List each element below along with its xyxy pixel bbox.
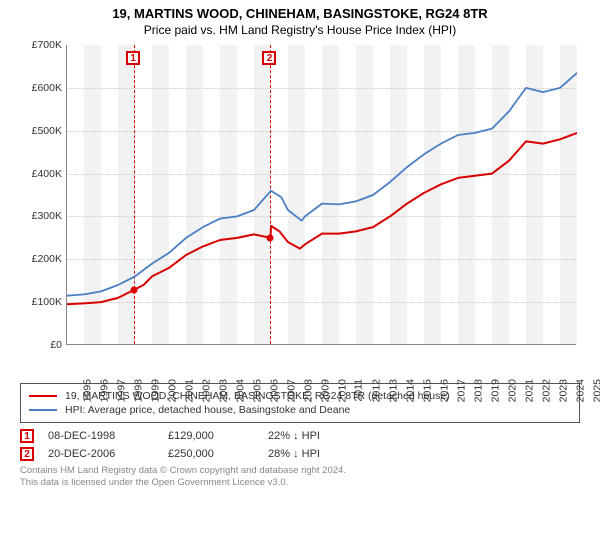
x-tick-label: 2003 [217, 379, 229, 402]
series-line-hpi [67, 73, 577, 296]
x-tick-label: 2022 [540, 379, 552, 402]
x-tick-label: 2019 [489, 379, 501, 402]
legend-label: HPI: Average price, detached house, Basi… [65, 404, 350, 416]
x-tick-label: 2018 [472, 379, 484, 402]
x-tick-label: 2004 [234, 379, 246, 402]
y-tick-label: £0 [20, 339, 62, 351]
x-tick-label: 2000 [166, 379, 178, 402]
x-tick-label: 2010 [336, 379, 348, 402]
event-table: 1 08-DEC-1998£129,00022% ↓ HPI 2 20-DEC-200… [20, 429, 580, 461]
y-tick-label: £700K [20, 39, 62, 51]
x-tick-label: 2008 [302, 379, 314, 402]
x-axis-labels: 1995199619971998199920002001200220032004… [66, 349, 576, 377]
x-tick-label: 2007 [285, 379, 297, 402]
y-tick-label: £300K [20, 210, 62, 222]
x-tick-label: 2002 [200, 379, 212, 402]
x-tick-label: 1995 [81, 379, 93, 402]
x-tick-label: 2017 [455, 379, 467, 402]
event-dot [131, 286, 138, 293]
legend-row: HPI: Average price, detached house, Basi… [29, 404, 571, 416]
event-price: £250,000 [168, 448, 268, 460]
event-dot [267, 234, 274, 241]
x-tick-label: 2012 [370, 379, 382, 402]
footer-attribution: Contains HM Land Registry data © Crown c… [20, 465, 580, 490]
title-address: 19, MARTINS WOOD, CHINEHAM, BASINGSTOKE,… [10, 6, 590, 21]
x-tick-label: 2023 [557, 379, 569, 402]
plot-region: 12 [66, 45, 576, 345]
x-tick-label: 2005 [251, 379, 263, 402]
x-tick-label: 1997 [115, 379, 127, 402]
x-tick-label: 2016 [438, 379, 450, 402]
series-svg [67, 45, 577, 345]
title-block: 19, MARTINS WOOD, CHINEHAM, BASINGSTOKE,… [10, 6, 590, 37]
x-tick-label: 1999 [149, 379, 161, 402]
event-marker-icon: 1 [20, 429, 34, 443]
footer-line2: This data is licensed under the Open Gov… [20, 477, 580, 489]
x-tick-label: 2001 [183, 379, 195, 402]
y-tick-label: £400K [20, 168, 62, 180]
event-row: 2 20-DEC-2006£250,00028% ↓ HPI [20, 447, 580, 461]
event-date: 20-DEC-2006 [48, 448, 168, 460]
x-tick-label: 2013 [387, 379, 399, 402]
x-tick-label: 2006 [268, 379, 280, 402]
title-subtitle: Price paid vs. HM Land Registry's House … [10, 23, 590, 37]
event-marker-icon: 2 [20, 447, 34, 461]
x-tick-label: 2009 [319, 379, 331, 402]
x-tick-label: 1996 [98, 379, 110, 402]
legend-swatch [29, 395, 57, 397]
series-line-property [67, 133, 577, 304]
event-date: 08-DEC-1998 [48, 430, 168, 442]
event-change: 22% ↓ HPI [268, 430, 388, 442]
footer-line1: Contains HM Land Registry data © Crown c… [20, 465, 580, 477]
y-tick-label: £600K [20, 82, 62, 94]
chart-area: 12 £0 £100K £200K £300K £400K £500K £600K £700K… [20, 41, 580, 377]
y-tick-label: £200K [20, 253, 62, 265]
chart-container: 19, MARTINS WOOD, CHINEHAM, BASINGSTOKE,… [0, 0, 600, 560]
x-tick-label: 2021 [523, 379, 535, 402]
x-tick-label: 2024 [574, 379, 586, 402]
y-tick-label: £100K [20, 296, 62, 308]
legend-swatch [29, 409, 57, 411]
x-tick-label: 2011 [353, 379, 365, 402]
x-tick-label: 1998 [132, 379, 144, 402]
x-tick-label: 2014 [404, 379, 416, 402]
event-change: 28% ↓ HPI [268, 448, 388, 460]
x-tick-label: 2015 [421, 379, 433, 402]
y-tick-label: £500K [20, 125, 62, 137]
event-row: 1 08-DEC-1998£129,00022% ↓ HPI [20, 429, 580, 443]
event-price: £129,000 [168, 430, 268, 442]
x-tick-label: 2025 [591, 379, 600, 402]
x-tick-label: 2020 [506, 379, 518, 402]
